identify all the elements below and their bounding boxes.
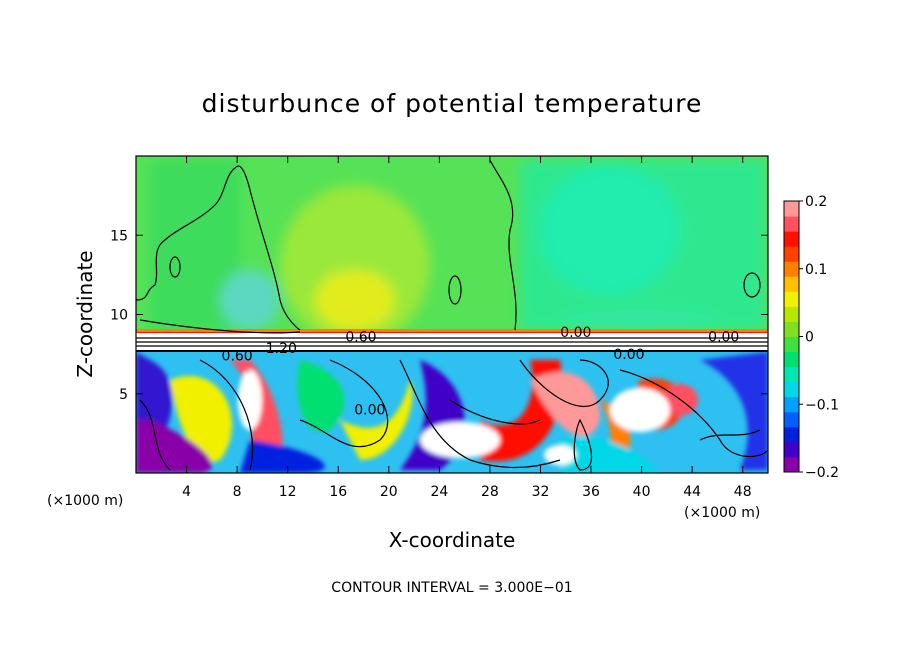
colorbar-swatch <box>784 321 799 337</box>
x-tick-label: 8 <box>233 484 242 500</box>
lower-layer-eddies <box>136 352 768 473</box>
colorbar-swatch <box>784 411 799 428</box>
y-tick-label: 15 <box>110 228 128 244</box>
colorbar-tick-label: 0 <box>805 330 814 346</box>
x-tick-label: 44 <box>683 484 701 500</box>
x-tick-label: 40 <box>633 484 651 500</box>
contour-label: 0.00 <box>708 330 739 346</box>
contour-label: 0.00 <box>354 403 385 419</box>
colorbar-swatch <box>784 231 799 247</box>
colorbar-swatch <box>784 441 799 458</box>
colorbar-swatch <box>784 426 799 443</box>
x-tick-label: 16 <box>329 484 347 500</box>
colorbar-ticks: 0.2 0.1 0 −0.1 −0.2 <box>799 194 839 481</box>
colorbar-tick-label: −0.2 <box>805 465 839 481</box>
x-axis-ticks: 4 8 12 16 20 24 28 32 36 40 44 48 <box>182 156 752 500</box>
colorbar-swatch <box>784 351 799 368</box>
y-axis-label: Z-coordinate <box>73 250 97 377</box>
contour-interval-note: CONTOUR INTERVAL = 3.000E−01 <box>331 580 572 596</box>
contour-labels: 0.60 1.20 0.60 0.00 0.00 0.00 0.00 <box>222 325 740 419</box>
x-tick-label: 28 <box>481 484 499 500</box>
x-tick-label: 48 <box>734 484 752 500</box>
colorbar-swatch <box>784 336 799 353</box>
colorbar-tick-label: −0.1 <box>805 397 839 413</box>
chart-title: disturbunce of potential temperature <box>202 89 703 118</box>
x-tick-label: 20 <box>380 484 398 500</box>
contour-lines <box>136 159 768 471</box>
contour-label: 0.60 <box>222 349 253 365</box>
y-tick-label: 10 <box>110 308 128 324</box>
x-tick-label: 12 <box>279 484 297 500</box>
colorbar-swatch <box>784 396 799 413</box>
colorbar-swatch <box>784 261 799 277</box>
x-axis-label: X-coordinate <box>389 528 516 552</box>
upper-layer-anomalies <box>150 160 765 345</box>
x-unit-right: (×1000 m) <box>684 505 760 521</box>
contour-label: 0.00 <box>613 347 644 363</box>
x-tick-label: 36 <box>582 484 600 500</box>
y-tick-label: 5 <box>119 387 128 403</box>
colorbar-swatch <box>784 246 799 262</box>
colorbar-swatch <box>784 276 799 292</box>
colorbar-swatch <box>784 366 799 383</box>
x-unit-left: (×1000 m) <box>47 493 123 509</box>
colorbar-swatch <box>784 381 799 398</box>
colorbar-swatch <box>784 306 799 322</box>
contour-label: 0.00 <box>560 325 591 341</box>
plot-area: 0.60 1.20 0.60 0.00 0.00 0.00 0.00 <box>136 156 768 473</box>
contour-label: 0.60 <box>345 330 376 346</box>
x-tick-label: 24 <box>430 484 448 500</box>
colorbar-swatch <box>784 201 799 217</box>
x-tick-label: 32 <box>532 484 550 500</box>
colorbar-tick-label: 0.2 <box>805 194 827 210</box>
x-tick-label: 4 <box>182 484 191 500</box>
colorbar-swatch <box>784 456 799 473</box>
colorbar <box>784 201 799 473</box>
colorbar-tick-label: 0.1 <box>805 262 827 278</box>
y-axis-ticks: 5 10 15 <box>110 228 768 403</box>
colorbar-swatch <box>784 291 799 307</box>
colorbar-swatch <box>784 216 799 232</box>
contour-label: 1.20 <box>266 341 297 357</box>
